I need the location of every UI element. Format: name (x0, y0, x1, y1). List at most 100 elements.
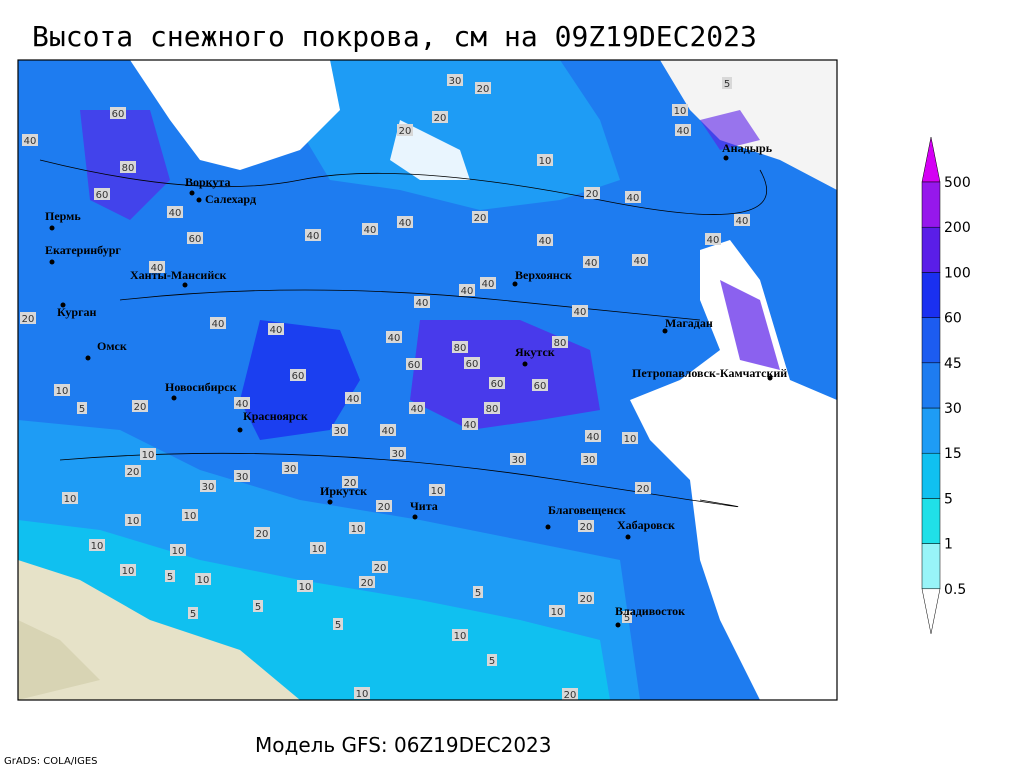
contour-label-box (77, 402, 87, 414)
city-label: Омск (97, 339, 127, 353)
contour-label-box (380, 424, 396, 436)
contour-label-box (622, 432, 638, 444)
contour-label-box (187, 232, 203, 244)
contour-label: 40 (382, 426, 395, 437)
legend-box (921, 272, 941, 318)
city-dot (182, 282, 188, 288)
contour-label-box (195, 573, 211, 585)
legend-box (921, 226, 941, 273)
contour-label: 40 (411, 404, 424, 415)
contour-label-box (310, 542, 326, 554)
contour-label-box (452, 629, 468, 641)
contour-label: 20 (474, 213, 487, 224)
contour-label: 80 (486, 404, 499, 415)
contour-label: 60 (491, 379, 504, 390)
contour-label: 20 (399, 126, 412, 137)
contour-label-box (376, 500, 392, 512)
contour-label-box (452, 341, 468, 353)
contour-label-box (125, 465, 141, 477)
city-label: Якутск (515, 345, 555, 359)
contour-label-box (362, 223, 378, 235)
contour-label: 5 (190, 609, 196, 620)
legend-box (921, 498, 941, 544)
title: Высота снежного покрова, см на 09Z19DEC2… (32, 20, 757, 53)
city-label: Хабаровск (617, 518, 675, 532)
contour-label-box (305, 229, 321, 241)
contour-label: 20 (22, 314, 35, 325)
contour-label-box (165, 570, 175, 582)
contour-label-box (290, 369, 306, 381)
contour-label: 10 (551, 607, 564, 618)
city-label: Новосибирск (165, 380, 237, 394)
contour-label: 30 (334, 426, 347, 437)
city-dot (615, 622, 621, 628)
city-dot (723, 155, 729, 161)
contour-label: 20 (580, 594, 593, 605)
contour-label: 40 (634, 256, 647, 267)
contour-label-box (432, 111, 448, 123)
model-info: Модель GFS: 06Z19DEC2023 (255, 733, 552, 757)
contour-label-box (480, 277, 496, 289)
city-label: Магадан (665, 316, 713, 330)
contour-label: 80 (122, 163, 135, 174)
contour-label-box (487, 654, 497, 666)
contour-label-box (510, 453, 526, 465)
city-dot (196, 197, 202, 203)
contour-label: 40 (627, 193, 640, 204)
city-dot (512, 281, 518, 287)
contour-label-box (537, 234, 553, 246)
contour-label: 30 (583, 455, 596, 466)
contour-label: 40 (464, 420, 477, 431)
contour-label-box (734, 214, 750, 226)
contour-label: 40 (169, 208, 182, 219)
contour-label-box (268, 323, 284, 335)
contour-label: 40 (236, 399, 249, 410)
contour-label: 40 (539, 236, 552, 247)
contour-label-box (22, 134, 38, 146)
city-label: Пермь (45, 209, 81, 223)
contour-label-box (297, 580, 313, 592)
contour-label: 30 (284, 464, 297, 475)
contour-label-box (54, 384, 70, 396)
map-frame (17, 59, 838, 701)
contour-label: 20 (564, 690, 577, 701)
legend-box (921, 407, 941, 454)
contour-label: 10 (624, 434, 637, 445)
contour-label-box (345, 392, 361, 404)
contour-label-box (200, 480, 216, 492)
contour-label-box (462, 418, 478, 430)
contour-label: 40 (212, 319, 225, 330)
contour-label-box (170, 544, 186, 556)
contour-label-box (459, 284, 475, 296)
city-label: Курган (57, 305, 97, 319)
contour-label-box (406, 358, 422, 370)
contour-label: 20 (580, 522, 593, 533)
contour-label-box (675, 124, 691, 136)
city-label: Екатеринбург (45, 243, 121, 257)
contour-label-box (125, 514, 141, 526)
legend-box (921, 362, 941, 409)
map (18, 60, 837, 700)
contour-label-box (585, 430, 601, 442)
contour-label-box (552, 336, 568, 348)
contour-label: 10 (122, 566, 135, 577)
contour-label-box (132, 400, 148, 412)
contour-label: 40 (399, 218, 412, 229)
contour-label-box (672, 104, 688, 116)
contour-label: 20 (361, 578, 374, 589)
contour-label-box (484, 402, 500, 414)
contour-label-box (342, 476, 358, 488)
contour-label: 10 (351, 524, 364, 535)
legend-level: 1 (944, 537, 953, 553)
contour-label: 80 (554, 338, 567, 349)
contour-label: 10 (312, 544, 325, 555)
contour-label: 20 (134, 402, 147, 413)
contour-label-box (572, 305, 588, 317)
city-label: Петропавловск-Камчатский (632, 366, 787, 380)
contour-label: 40 (587, 432, 600, 443)
contour-label-box (562, 688, 578, 700)
contour-label: 10 (127, 516, 140, 527)
contour-label: 10 (91, 541, 104, 552)
contour-label: 10 (172, 546, 185, 557)
contour-label-box (120, 161, 136, 173)
